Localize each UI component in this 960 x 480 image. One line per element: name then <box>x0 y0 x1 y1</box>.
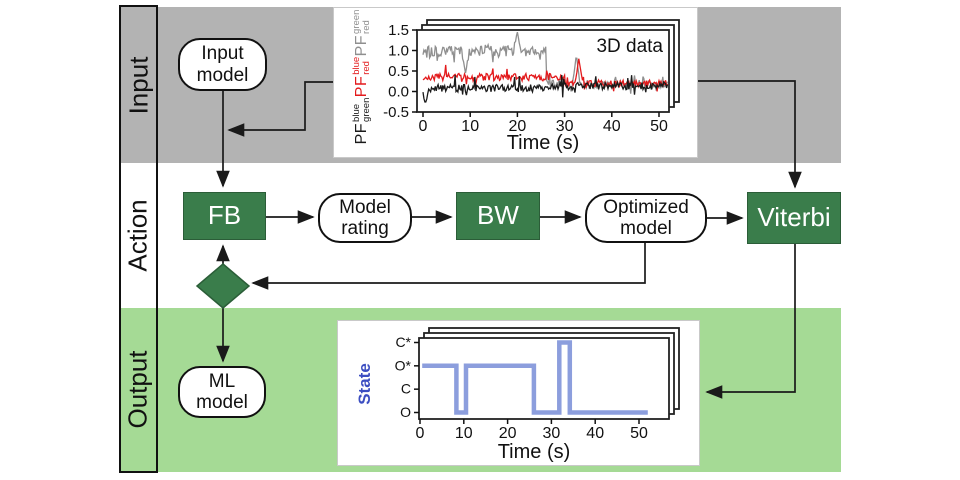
x-tick-label: 30 <box>543 425 561 442</box>
section-label-action: Action <box>123 199 154 272</box>
optimized-model-node: Optimized model <box>585 193 707 243</box>
arrow-optimized-model-to-diamond <box>251 243 646 290</box>
3d-data-sheet <box>416 29 670 113</box>
arrow-viterbi-to-state-chart <box>705 244 796 399</box>
x-tick-label: 0 <box>419 118 428 135</box>
x-tick-label: 50 <box>650 118 668 135</box>
y-tick-label: 1.0 <box>388 43 409 60</box>
x-tick-label: 30 <box>556 118 574 135</box>
x-tick-label: 10 <box>461 118 479 135</box>
section-label-input: Input <box>123 56 154 114</box>
chart-title: 3D data <box>596 36 663 57</box>
decision-diamond <box>195 263 251 309</box>
3d-data-chart: 1.5 1.0 0.5 0.0 -0.5 0 10 20 30 40 50 Time (s) 3D da… <box>383 19 680 154</box>
state-panel: State O C O* C* 0 10 20 30 40 50 Time (s) <box>337 320 700 466</box>
x-tick-label: 0 <box>416 425 425 442</box>
y-tick-label: 0.0 <box>388 84 409 101</box>
y-tick-label: 0.5 <box>388 63 409 80</box>
x-tick-label: 20 <box>499 425 517 442</box>
x-tick-label: 10 <box>455 425 473 442</box>
section-action: Action <box>121 163 156 308</box>
y-tick-label: 1.5 <box>388 22 409 39</box>
y-tick-label: O <box>400 404 411 420</box>
section-input: Input <box>121 7 156 163</box>
y-tick-label: C <box>401 381 411 397</box>
state-chart: OC O* C* 0 10 20 30 40 50 Time (s) <box>395 327 680 463</box>
arrow-3d-data-to-input-line <box>227 81 333 137</box>
x-axis-label: Time (s) <box>498 441 571 463</box>
state-trace <box>422 340 648 415</box>
y-tick-label: O* <box>395 357 412 373</box>
section-output: Output <box>121 308 156 471</box>
model-rating-node: Model rating <box>318 193 412 243</box>
section-label-column: Input Action Output <box>119 5 158 473</box>
x-tick-label: 50 <box>630 425 648 442</box>
state-sheet <box>418 337 670 420</box>
3d-data-panel: PF green red PF blue red PF blue green 1.5 1.0 0.5… <box>333 7 698 158</box>
bw-node: BW <box>456 192 540 240</box>
trace-black <box>422 74 669 103</box>
x-tick-label: 20 <box>509 118 527 135</box>
ml-model-node: ML model <box>178 366 266 418</box>
viterbi-node: Viterbi <box>747 192 841 244</box>
input-model-node: Input model <box>178 38 267 91</box>
trace-red <box>422 58 669 92</box>
section-label-output: Output <box>123 350 153 429</box>
arrow-3d-data-to-viterbi <box>697 80 802 189</box>
fb-node: FB <box>183 192 266 240</box>
x-tick-label: 40 <box>603 118 621 135</box>
x-tick-label: 40 <box>586 425 604 442</box>
y-tick-label: C* <box>395 334 411 350</box>
x-axis-label: Time (s) <box>507 132 580 154</box>
y-tick-label: -0.5 <box>383 104 409 121</box>
